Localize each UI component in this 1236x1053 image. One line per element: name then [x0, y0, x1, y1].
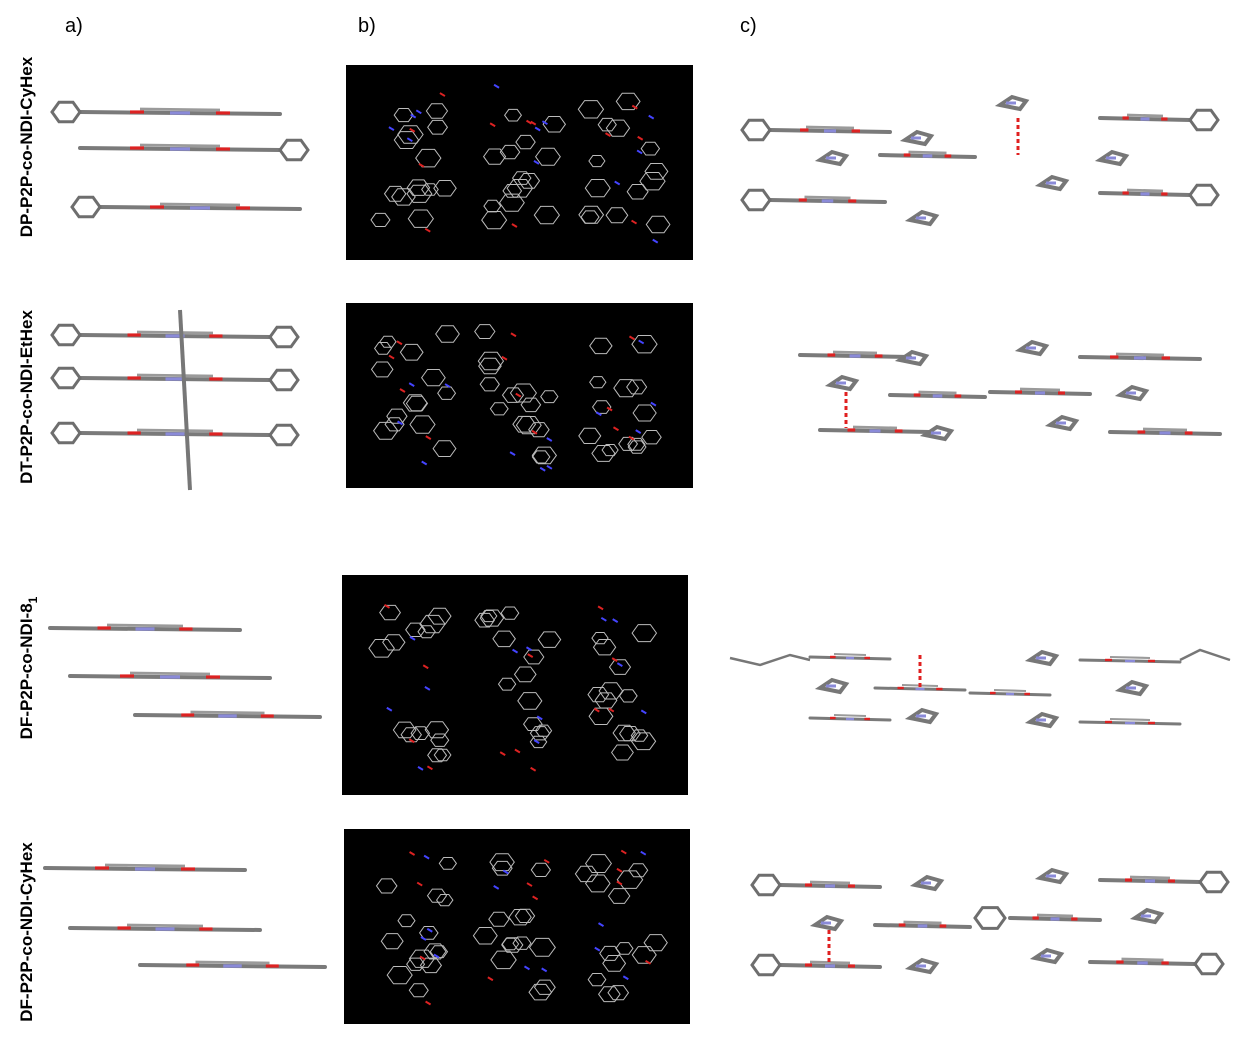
- figure: a) b) c) DP-P2P-co-NDI-CyHex DT-P2P-co-N…: [0, 0, 1236, 1048]
- bond: [1127, 190, 1163, 191]
- ring: [52, 423, 80, 442]
- bond: [810, 962, 850, 963]
- bond: [810, 882, 850, 883]
- bond: [1122, 959, 1164, 960]
- bond: [127, 925, 203, 926]
- bond: [137, 375, 213, 376]
- ring: [752, 875, 780, 894]
- bond: [833, 352, 877, 353]
- bond: [1110, 657, 1150, 658]
- row-label: DP-P2P-co-NDI-CyHex: [17, 56, 36, 237]
- bond: [1020, 389, 1060, 390]
- column-label: c): [740, 15, 757, 37]
- bond: [1130, 877, 1170, 878]
- panel: [344, 829, 690, 1024]
- bond: [834, 654, 866, 655]
- ring: [1195, 954, 1223, 973]
- row-label-subscript: 1: [26, 596, 40, 603]
- bond: [806, 127, 854, 128]
- bond: [853, 427, 897, 428]
- bond: [919, 392, 957, 393]
- bond: [196, 962, 270, 963]
- ring: [52, 102, 80, 121]
- ring: [1190, 185, 1218, 204]
- bond: [994, 690, 1026, 691]
- bond: [904, 922, 942, 923]
- row-label-main: DF-P2P-co-NDI-8: [17, 603, 36, 739]
- ring: [72, 197, 100, 216]
- ring: [270, 425, 298, 444]
- ring: [742, 120, 770, 139]
- ring: [742, 190, 770, 209]
- chain: [1180, 650, 1230, 660]
- bond: [1116, 354, 1164, 355]
- panel: [346, 65, 693, 260]
- bond: [191, 712, 265, 713]
- ring: [1190, 110, 1218, 129]
- bond: [834, 715, 866, 716]
- bond: [130, 673, 210, 674]
- row-label: DT-P2P-co-NDI-EtHex: [17, 310, 36, 484]
- chain: [730, 655, 810, 665]
- bond: [137, 430, 213, 431]
- column-label: b): [358, 15, 376, 37]
- bond: [1110, 719, 1150, 720]
- ring: [975, 908, 1005, 929]
- row-label: DF-P2P-co-NDI-81: [17, 596, 40, 739]
- bond: [137, 332, 213, 333]
- ring: [52, 325, 80, 344]
- bond: [805, 197, 851, 198]
- ring: [270, 327, 298, 346]
- bond: [107, 625, 183, 626]
- ring: [1200, 872, 1228, 891]
- bond: [909, 152, 947, 153]
- bond: [140, 145, 220, 146]
- ring: [270, 370, 298, 389]
- bond: [1143, 429, 1187, 430]
- bond: [140, 109, 220, 110]
- bond: [105, 865, 185, 866]
- ring: [52, 368, 80, 387]
- row-label: DF-P2P-co-NDI-CyHex: [17, 842, 36, 1022]
- ring: [280, 140, 308, 159]
- page: a) b) c) DP-P2P-co-NDI-CyHex DT-P2P-co-N…: [0, 0, 1236, 1048]
- bond: [1127, 115, 1163, 116]
- ring: [752, 955, 780, 974]
- bond: [160, 204, 240, 205]
- bond: [1037, 915, 1073, 916]
- column-label: a): [65, 15, 83, 37]
